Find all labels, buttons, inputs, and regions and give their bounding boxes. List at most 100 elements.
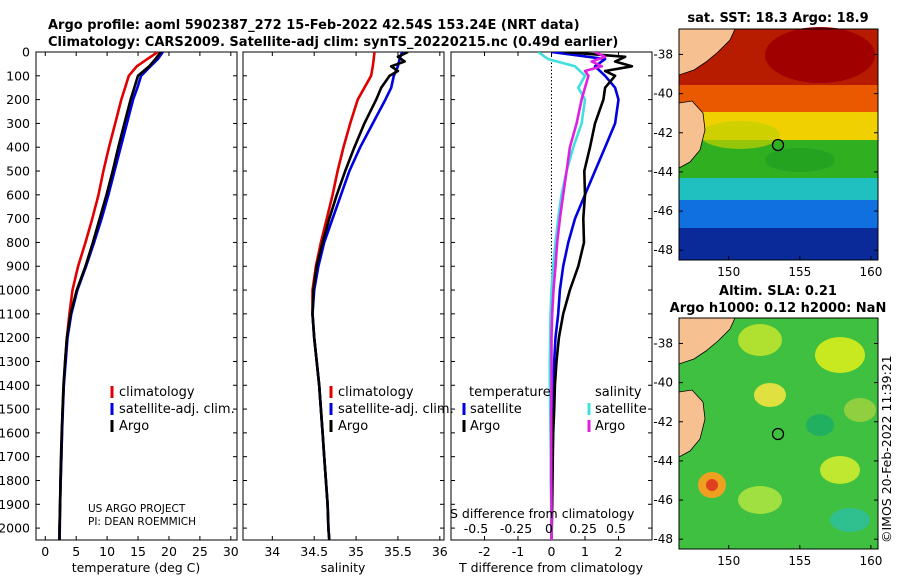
depth-tick-label: 100: [6, 68, 30, 83]
x-tick-label: 2: [615, 544, 623, 559]
sla-anomaly: [820, 456, 860, 484]
x-tick-label: 34.5: [300, 544, 328, 559]
sla-anomaly: [738, 486, 782, 514]
sst-map: [678, 27, 879, 261]
depth-tick-label: 1600: [0, 425, 30, 440]
legend-label-satellite-adj: satellite-adj. clim.: [338, 402, 454, 417]
lat-tick-label: -38: [653, 336, 673, 350]
panel-series-group: [58, 52, 164, 540]
series-line-argo: [58, 52, 162, 540]
s-difference-ticks: -0.5 -0.25 0 0.25 0.5: [464, 521, 626, 536]
salinity-panel: [242, 51, 445, 541]
legend-label-t-argo: Argo: [470, 419, 500, 434]
sla-anomaly: [806, 414, 834, 436]
depth-tick-label: 1800: [0, 473, 30, 488]
temperature-xlabel: temperature (deg C): [72, 560, 201, 575]
ticks-layer: 0100200300400500600700800900100011001200…: [0, 45, 652, 559]
title-line-2: Climatology: CARS2009. Satellite-adj cli…: [48, 35, 618, 50]
lat-tick-label: -48: [653, 243, 673, 257]
legend-label-satellite-adj: satellite-adj. clim.: [119, 402, 235, 417]
x-tick-label: 34: [264, 544, 280, 559]
depth-tick-label: 500: [6, 164, 30, 179]
legend-label-t-satellite: satellite: [470, 402, 522, 417]
lon-tick-label: 160: [859, 265, 882, 279]
depth-tick-label: 1300: [0, 354, 30, 369]
x-tick-label: 0: [548, 544, 556, 559]
depth-tick-label: 600: [6, 187, 30, 202]
x-tick-label: 1: [581, 544, 589, 559]
lon-tick-label: 155: [788, 265, 811, 279]
depth-tick-label: 2000: [0, 521, 30, 536]
depth-tick-label: 400: [6, 140, 30, 155]
x-tick-label: 20: [161, 544, 177, 559]
series-line-s-argo: [549, 52, 607, 540]
depth-tick-label: 1500: [0, 402, 30, 417]
x-tick-label: 35: [348, 544, 364, 559]
sst-map-ticks: -38 -40 -42 -44 -46 -48 150 155 160: [653, 47, 882, 279]
sla-map: [678, 317, 879, 550]
panel-series-group: [537, 52, 634, 540]
s-difference-tick-label: -0.25: [500, 521, 532, 536]
x-tick-label: 5: [72, 544, 80, 559]
lat-tick-label: -40: [653, 376, 673, 390]
x-tick-label: -1: [512, 544, 524, 559]
depth-tick-label: 900: [6, 259, 30, 274]
x-tick-label: 10: [99, 544, 115, 559]
sla-map-frame: [678, 317, 879, 550]
depth-tick-label: 300: [6, 116, 30, 131]
sst-australia-land: [678, 28, 736, 76]
legend-title-temperature: temperature: [469, 385, 551, 400]
s-difference-tick-label: -0.5: [464, 521, 488, 536]
lon-tick-label: 160: [859, 554, 882, 568]
legend-title-salinity: salinity: [595, 385, 642, 400]
pi-annotation: PI: DEAN ROEMMICH: [88, 516, 196, 528]
depth-tick-label: 1100: [0, 306, 30, 321]
sla-map-title-2: Argo h1000: 0.12 h2000: NaN: [670, 301, 887, 316]
depth-tick-label: 1000: [0, 283, 30, 298]
salinity-xlabel: salinity: [321, 560, 366, 575]
sla-argo-marker: [771, 427, 785, 441]
lat-tick-label: -48: [653, 532, 673, 546]
sla-map-title-1: Altim. SLA: 0.21: [719, 284, 837, 299]
lon-tick-label: 155: [788, 554, 811, 568]
sst-tasmania-land: [678, 100, 706, 169]
sla-anomaly: [738, 324, 782, 356]
lon-tick-label: 150: [717, 554, 740, 568]
lat-tick-label: -38: [653, 47, 673, 61]
x-tick-label: 25: [192, 544, 208, 559]
depth-tick-label: 1700: [0, 449, 30, 464]
title-line-1: Argo profile: aoml 5902387_272 15-Feb-20…: [48, 18, 580, 33]
temperature-panel: [35, 51, 238, 541]
depth-tick-label: 700: [6, 211, 30, 226]
depth-tick-label: 0: [22, 45, 30, 60]
x-tick-label: -2: [478, 544, 490, 559]
s-difference-tick-label: 0: [545, 521, 553, 536]
sla-tasmania-land: [678, 389, 706, 458]
difference-xlabel: T difference from climatology: [458, 560, 644, 575]
project-annotation: US ARGO PROJECT: [88, 503, 186, 515]
sla-anomaly: [830, 508, 870, 532]
series-line-t-argo: [550, 52, 634, 540]
sla-warm-eddy-core: [706, 479, 718, 491]
lon-tick-label: 150: [717, 265, 740, 279]
temperature-legend: climatology satellite-adj. clim. Argo: [110, 385, 235, 434]
depth-tick-label: 1400: [0, 378, 30, 393]
depth-tick-label: 1900: [0, 497, 30, 512]
sst-map-frame: [678, 28, 879, 261]
sst-cyan-band: [679, 178, 878, 202]
salinity-legend: climatology satellite-adj. clim. Argo: [329, 385, 454, 434]
lat-tick-label: -46: [653, 493, 673, 507]
difference-legend: temperature salinity satellite Argo sate…: [462, 385, 647, 434]
x-tick-label: 0: [41, 544, 49, 559]
legend-label-argo: Argo: [119, 419, 149, 434]
legend-label-argo: Argo: [338, 419, 368, 434]
sst-patch: [765, 148, 835, 172]
sla-anomaly: [844, 398, 876, 422]
lat-tick-label: -42: [653, 126, 673, 140]
sst-argo-marker: [771, 138, 785, 152]
x-tick-label: 30: [223, 544, 239, 559]
sla-anomaly: [815, 337, 865, 373]
imos-stamp: ©IMOS 20-Feb-2022 11:39:21: [879, 355, 894, 543]
panel-series-group: [311, 52, 409, 540]
series-line-argo: [311, 52, 409, 540]
